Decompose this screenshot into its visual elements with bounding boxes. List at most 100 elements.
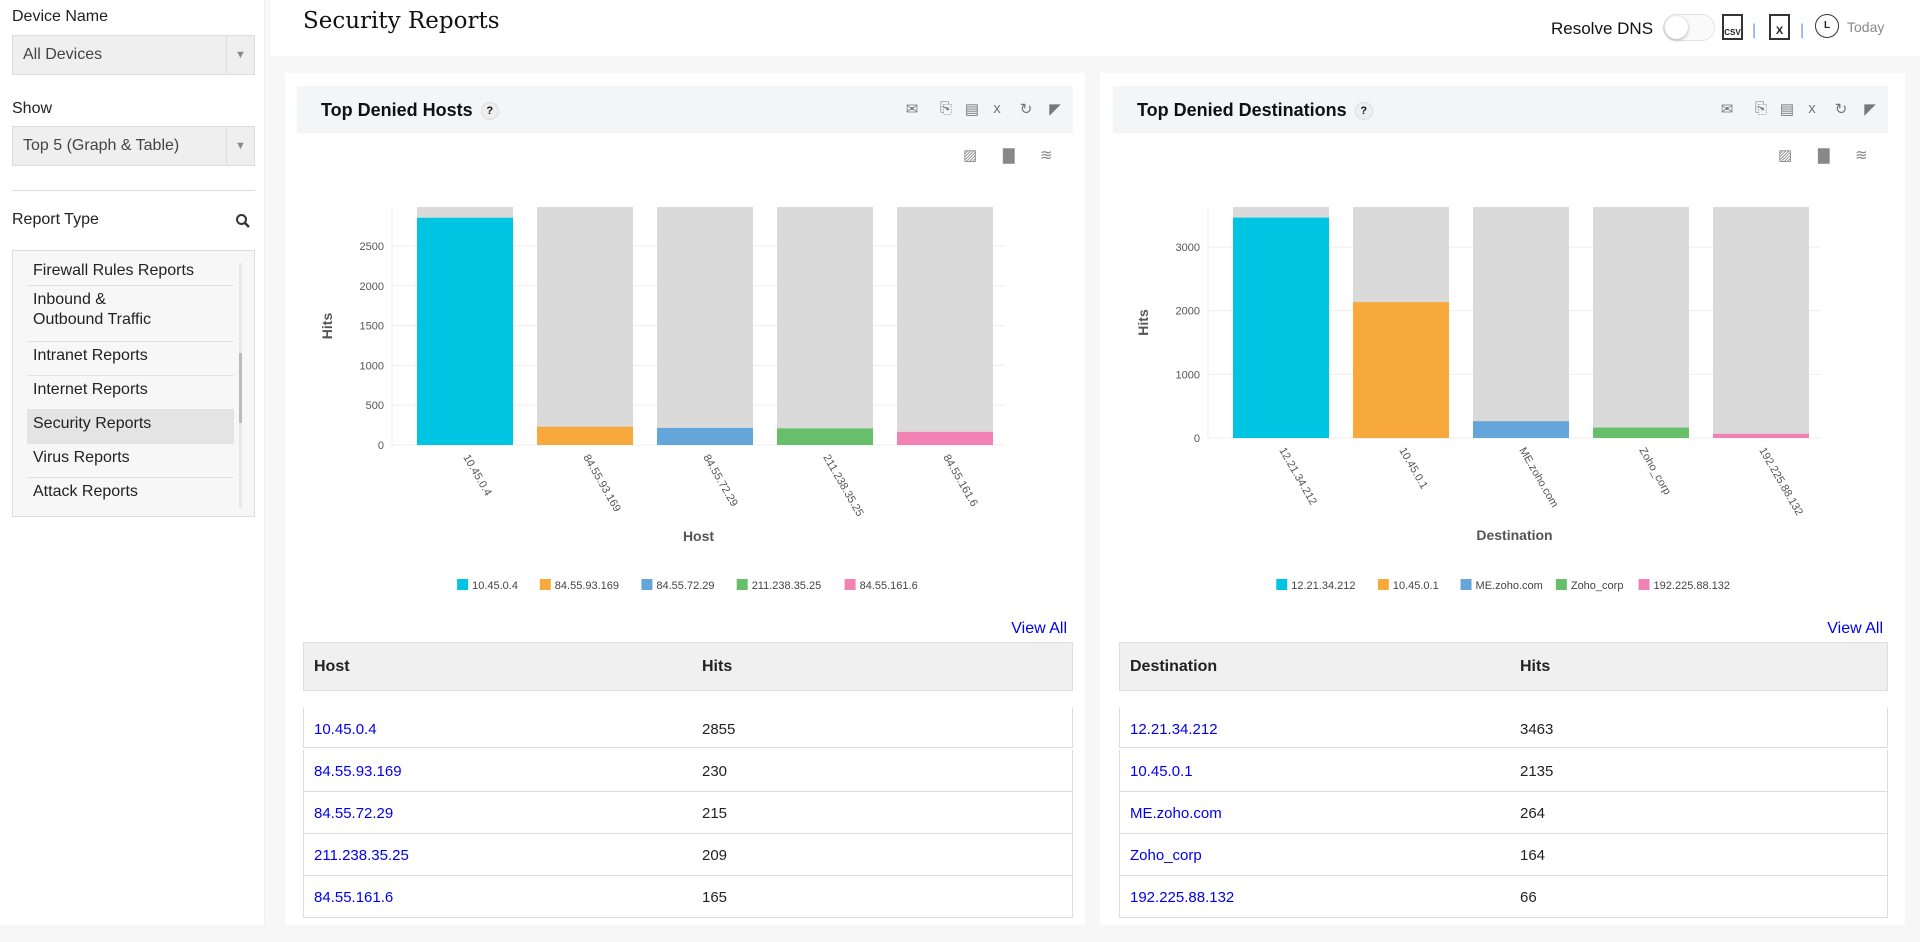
bar (537, 426, 633, 445)
column-header[interactable]: Destination (1130, 658, 1218, 675)
report-item-firewall-rules[interactable]: Firewall Rules Reports (27, 257, 234, 286)
row-link[interactable]: 211.238.35.25 (314, 847, 409, 864)
resolve-dns-label: Resolve DNS (1551, 19, 1654, 38)
column-header[interactable]: Hits (1520, 658, 1551, 675)
row-link[interactable]: 84.55.93.169 (314, 763, 402, 780)
table-row: 12.21.34.212 3463 (1119, 708, 1888, 748)
row-link[interactable]: 10.45.0.4 (314, 721, 377, 738)
report-item-internet[interactable]: Internet Reports (27, 376, 234, 410)
legend-label: 10.45.0.1 (1393, 580, 1439, 592)
csv-icon[interactable]: ▤ (964, 101, 980, 118)
divider (12, 190, 255, 191)
row-link[interactable]: 84.55.72.29 (314, 805, 394, 822)
bar (657, 427, 753, 445)
x-tick-label: 10.45.0.4 (460, 453, 493, 499)
y-tick-label: 2000 (360, 281, 384, 293)
area-chart-icon[interactable]: ▨ (963, 147, 978, 164)
row-hits: 264 (1520, 805, 1546, 822)
x-tick-label: 211.238.35.25 (820, 453, 865, 519)
panel-header: Top Denied Hosts? ✉ ⎘ ▤ x ↻ ◤ (297, 86, 1073, 133)
device-name-select[interactable]: All Devices ▼ (12, 35, 255, 75)
pdf-icon[interactable]: ⎘ (939, 100, 952, 117)
show-select[interactable]: Top 5 (Graph & Table) ▼ (12, 126, 255, 166)
table-row: 84.55.161.6 165 (303, 876, 1073, 918)
column-header[interactable]: Host (314, 658, 350, 675)
bar-chart-icon[interactable]: ▇ (1003, 147, 1015, 164)
column-header[interactable]: Hits (702, 658, 733, 675)
csv-export-icon[interactable]: CSV (1722, 14, 1743, 40)
y-tick-label: 2500 (360, 241, 384, 253)
help-icon[interactable]: ? (1354, 102, 1373, 120)
line-chart-icon[interactable]: ≋ (1040, 147, 1053, 164)
clock-icon[interactable]: L (1815, 14, 1839, 38)
chevron-down-icon: ▼ (226, 36, 254, 74)
data-table: Host Hits 10.45.0.4 2855 84.55.93.169 230… (303, 642, 1073, 942)
view-all-link[interactable]: View All (1011, 620, 1067, 637)
legend-swatch (641, 579, 653, 590)
legend-label: 84.55.161.6 (860, 580, 918, 592)
report-item-security[interactable]: Security Reports (27, 410, 234, 444)
row-link[interactable]: 10.45.0.1 (1130, 763, 1193, 780)
excel-icon[interactable]: x (1808, 100, 1816, 117)
mail-icon[interactable]: ✉ (1720, 101, 1734, 118)
area-chart-icon[interactable]: ▨ (1778, 147, 1793, 164)
row-link[interactable]: ME.zoho.com (1130, 805, 1222, 822)
period-selector[interactable]: Today (1847, 19, 1885, 35)
expand-icon[interactable]: ◤ (1049, 101, 1061, 118)
bar-background (537, 207, 633, 445)
bar-chart: 0 500 1000 1500 2000 2500 Hits 10.45.0.4 84.55.9… (319, 207, 1005, 592)
table-row: 192.225.88.132 66 (1119, 876, 1888, 918)
refresh-icon[interactable]: ↻ (1834, 101, 1848, 118)
chevron-down-icon: ▼ (226, 127, 254, 165)
x-tick-label: 84.55.72.29 (700, 453, 739, 509)
resolve-dns-toggle[interactable] (1663, 14, 1715, 41)
legend-label: 84.55.93.169 (555, 580, 619, 592)
legend-swatch (1276, 579, 1288, 590)
row-link[interactable]: Zoho_corp (1130, 847, 1202, 864)
xls-export-icon[interactable]: X (1769, 14, 1790, 40)
view-all-link[interactable]: View All (1827, 620, 1883, 637)
table-row: 10.45.0.1 2135 (1119, 750, 1888, 792)
search-icon[interactable] (235, 213, 251, 229)
table-row: 211.238.35.25 209 (303, 834, 1073, 876)
report-item-intranet[interactable]: Intranet Reports (27, 342, 234, 376)
x-axis-title: Host (683, 528, 714, 544)
report-type-list: Firewall Rules Reports Inbound & Outboun… (12, 250, 255, 517)
table-header: Destination Hits (1119, 642, 1888, 691)
line-chart-icon[interactable]: ≋ (1855, 147, 1868, 164)
bar (897, 431, 993, 445)
refresh-icon[interactable]: ↻ (1019, 101, 1033, 118)
bar-background (1473, 207, 1569, 438)
bar (1593, 427, 1689, 438)
row-link[interactable]: 84.55.161.6 (314, 889, 394, 906)
report-item-inbound-outbound[interactable]: Inbound & Outbound Traffic (33, 291, 151, 328)
x-tick-label: Zoho_corp (1636, 446, 1673, 498)
y-tick-label: 3000 (1176, 242, 1200, 254)
y-tick-label: 1500 (360, 321, 384, 333)
y-axis-title: Hits (1135, 309, 1151, 336)
legend-swatch (736, 579, 748, 590)
row-hits: 230 (702, 763, 728, 780)
mail-icon[interactable]: ✉ (905, 101, 919, 118)
help-icon[interactable]: ? (480, 102, 499, 120)
legend-swatch (539, 579, 551, 590)
csv-icon[interactable]: ▤ (1779, 101, 1795, 118)
bar-background (777, 207, 873, 445)
x-tick-label: 192.225.88.132 (1756, 446, 1805, 518)
y-tick-label: 0 (378, 440, 384, 452)
x-axis-title: Destination (1476, 527, 1552, 543)
list-scrollbar[interactable] (239, 263, 242, 508)
report-item-virus[interactable]: Virus Reports (27, 444, 234, 478)
report-item-attack[interactable]: Attack Reports (33, 483, 138, 500)
legend-swatch (1460, 579, 1472, 590)
device-name-value: All Devices (23, 46, 103, 63)
row-link[interactable]: 12.21.34.212 (1130, 721, 1218, 738)
top-denied-hosts-panel: Top Denied Hosts? ✉ ⎘ ▤ x ↻ ◤ ▨ ▇ ≋ 0 500 1000 1500 20… (285, 73, 1085, 925)
excel-icon[interactable]: x (993, 100, 1001, 117)
pdf-icon[interactable]: ⎘ (1754, 100, 1767, 117)
expand-icon[interactable]: ◤ (1864, 101, 1876, 118)
row-link[interactable]: 192.225.88.132 (1130, 889, 1235, 906)
legend-swatch (1638, 579, 1650, 590)
bar-chart-icon[interactable]: ▇ (1818, 147, 1830, 164)
y-tick-label: 1000 (360, 360, 384, 372)
